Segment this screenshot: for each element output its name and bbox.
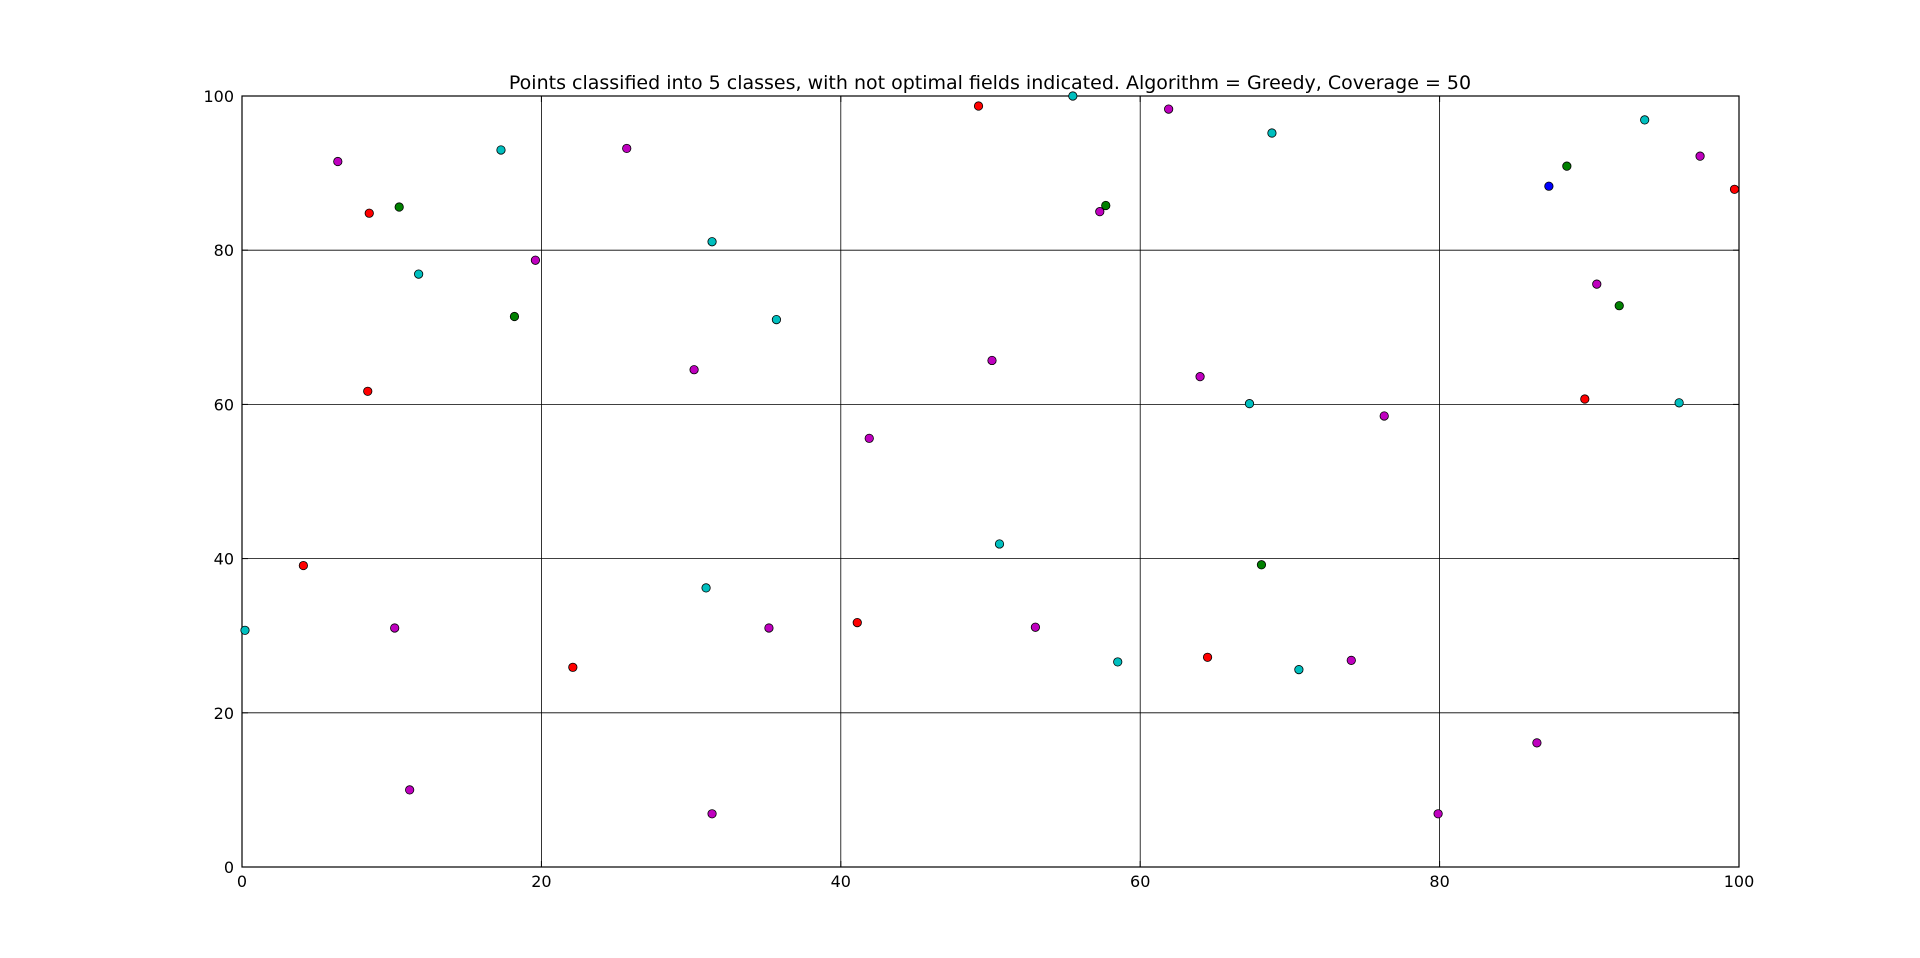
data-point — [240, 625, 250, 635]
data-point — [622, 143, 632, 154]
data-point — [1729, 184, 1740, 194]
data-point — [1580, 394, 1590, 404]
point-series — [298, 101, 1740, 672]
plot-area — [241, 95, 1740, 868]
data-point — [707, 237, 717, 247]
data-point — [764, 623, 774, 633]
data-point — [530, 255, 541, 265]
data-point — [364, 208, 374, 218]
data-point — [568, 662, 578, 672]
data-point — [1244, 399, 1255, 409]
data-point — [1195, 372, 1205, 382]
data-point — [1433, 809, 1443, 819]
data-point — [994, 539, 1005, 549]
data-point — [1544, 181, 1554, 191]
data-point — [973, 101, 984, 111]
y-tick-label: 60 — [214, 395, 234, 414]
data-point — [1695, 151, 1705, 161]
data-point — [852, 617, 862, 628]
data-point — [1640, 115, 1650, 125]
data-point — [771, 314, 782, 325]
y-tick-label: 0 — [224, 858, 234, 877]
data-point — [1614, 301, 1624, 311]
x-tick-label: 40 — [831, 872, 851, 891]
x-tick-label: 0 — [237, 872, 247, 891]
y-tick-label: 100 — [203, 87, 234, 106]
data-point — [1562, 161, 1572, 171]
data-point — [1379, 411, 1389, 421]
data-point — [390, 623, 400, 633]
data-point — [864, 433, 874, 443]
data-point — [363, 386, 373, 396]
data-point — [1202, 652, 1213, 662]
data-point — [1113, 657, 1123, 667]
data-point — [1068, 91, 1078, 101]
data-point — [1592, 279, 1602, 289]
x-tick-label: 80 — [1429, 872, 1449, 891]
data-point — [707, 809, 717, 819]
grid-lines — [242, 96, 1739, 867]
data-point — [1346, 655, 1356, 665]
data-point — [394, 202, 404, 212]
axis-ticks: 0 20 40 60 80 100 0 20 40 60 80 100 — [203, 87, 1754, 891]
data-point — [298, 560, 308, 571]
data-point — [1164, 104, 1174, 114]
x-tick-label: 20 — [531, 872, 551, 891]
data-point — [987, 355, 997, 366]
data-point — [333, 156, 343, 167]
data-point — [1095, 207, 1105, 217]
point-series — [333, 104, 1705, 819]
chart-title: Points classified into 5 classes, with n… — [509, 72, 1471, 94]
data-points — [240, 91, 1740, 819]
point-series — [1544, 181, 1554, 191]
data-point — [405, 785, 415, 795]
data-point — [1101, 200, 1111, 211]
y-tick-label: 40 — [214, 550, 234, 569]
data-point — [1030, 622, 1041, 632]
point-series — [394, 161, 1624, 570]
data-point — [689, 365, 699, 375]
data-point — [1294, 665, 1304, 675]
data-point — [1256, 560, 1267, 570]
x-tick-label: 60 — [1130, 872, 1150, 891]
data-point — [1532, 738, 1542, 748]
data-point — [1267, 128, 1277, 138]
data-point — [414, 269, 424, 279]
data-point — [1674, 398, 1684, 408]
data-point — [509, 311, 520, 322]
y-tick-label: 20 — [214, 704, 234, 723]
data-point — [701, 583, 711, 593]
y-tick-label: 80 — [214, 241, 234, 260]
data-point — [496, 145, 506, 155]
x-tick-label: 100 — [1724, 872, 1755, 891]
point-series — [240, 91, 1684, 675]
